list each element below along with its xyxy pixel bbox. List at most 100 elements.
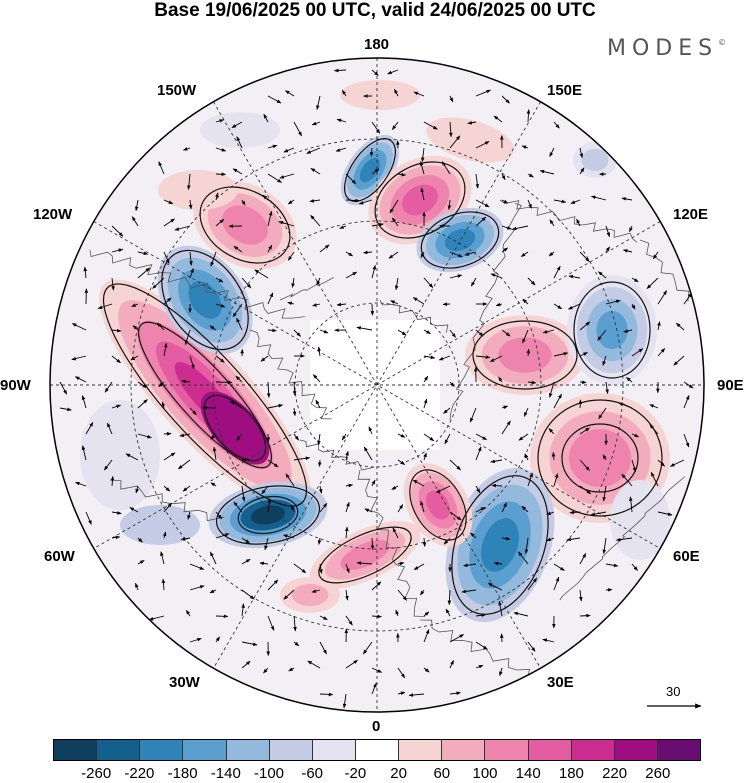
wind-vector — [111, 328, 122, 333]
wind-vector — [597, 329, 607, 341]
wind-vector — [267, 95, 282, 104]
wind-vector — [392, 527, 399, 539]
colorbar-swatch — [399, 740, 443, 760]
wind-vector — [551, 451, 556, 461]
wind-vector — [215, 192, 219, 201]
wind-vector — [215, 303, 226, 308]
wind-vector — [111, 248, 124, 253]
wind-vector — [111, 511, 122, 515]
wind-vector — [475, 89, 492, 97]
wind-vector — [83, 266, 88, 279]
wind-vector — [215, 511, 223, 520]
wind-vector — [262, 194, 269, 201]
wind-vector — [420, 500, 425, 513]
wind-vector — [579, 553, 587, 565]
wind-vector — [290, 504, 295, 513]
colorbar-swatch — [54, 740, 98, 760]
wind-vector — [287, 251, 295, 261]
wind-vector — [549, 147, 555, 158]
wind-vector — [371, 667, 383, 673]
wind-vector — [131, 216, 139, 227]
wind-vector — [498, 376, 503, 383]
lon-label-150w: 150W — [157, 82, 197, 99]
coastline — [499, 199, 637, 243]
anomaly-region — [568, 429, 632, 487]
wind-vector — [391, 121, 399, 130]
wind-vector — [615, 537, 633, 542]
wind-vector — [579, 613, 591, 618]
wind-vector — [631, 433, 640, 438]
wind-vectors — [59, 68, 694, 709]
wind-vector — [210, 251, 217, 267]
wind-vector — [649, 424, 659, 435]
contour-line — [237, 495, 299, 535]
wind-vector — [85, 511, 92, 525]
wind-vector — [526, 348, 531, 357]
colorbar-swatch — [269, 740, 313, 760]
wind-vector — [158, 161, 165, 175]
wind-vector — [241, 457, 249, 462]
wind-vector — [475, 173, 480, 189]
wind-vector — [152, 277, 165, 289]
wind-vector — [441, 161, 451, 175]
wind-vector — [567, 303, 581, 310]
wind-vector — [267, 173, 282, 183]
wind-vector — [362, 641, 373, 655]
anomaly-region — [581, 148, 609, 172]
wind-vector — [501, 173, 506, 180]
wind-vector — [527, 380, 537, 385]
colorbar-swatch — [226, 740, 270, 760]
wind-vector — [602, 454, 607, 461]
wind-vector — [163, 485, 171, 492]
wind-vector — [629, 496, 633, 513]
wind-vector — [387, 69, 399, 75]
wind-vector — [293, 121, 302, 137]
anomaly-region — [340, 80, 420, 110]
wind-vector — [316, 95, 321, 110]
wind-vector — [475, 446, 482, 461]
wind-vector — [319, 329, 329, 334]
wind-vector — [345, 251, 353, 257]
wind-vector — [135, 485, 139, 494]
wind-vector — [267, 459, 279, 468]
wind-vector — [163, 342, 168, 357]
wind-vector — [319, 692, 334, 697]
wind-vector — [283, 534, 295, 539]
wind-vector — [134, 199, 139, 212]
wind-vector — [371, 69, 379, 76]
wind-vector — [553, 303, 563, 310]
wind-vector — [371, 264, 377, 279]
wind-vector — [527, 641, 536, 652]
wind-vector — [339, 225, 347, 229]
anomaly-region — [188, 281, 222, 319]
wind-vector — [435, 485, 451, 493]
wind-vector — [579, 380, 587, 385]
wind-vector — [423, 277, 434, 288]
wind-vector — [394, 88, 399, 97]
wind-vector — [231, 121, 243, 128]
wind-vector — [501, 405, 509, 410]
wind-vector — [292, 407, 297, 417]
wind-vector — [391, 217, 399, 227]
wind-vector — [579, 485, 592, 495]
wind-vector — [345, 615, 353, 626]
wind-vector — [111, 535, 121, 540]
wind-vector — [527, 199, 532, 209]
lon-label-30w: 30W — [169, 674, 200, 691]
wind-vector — [137, 433, 152, 439]
anomaly-region — [498, 337, 552, 373]
wind-vector — [521, 145, 529, 149]
wind-vector — [413, 563, 425, 571]
wind-vector — [542, 638, 555, 643]
wind-vector — [605, 588, 613, 592]
wind-vector — [549, 219, 555, 227]
wind-vector — [602, 355, 607, 366]
wind-vector — [188, 199, 193, 210]
wind-vector — [443, 407, 451, 414]
wind-vector — [498, 600, 503, 617]
brand-mark: © — [718, 38, 727, 47]
wind-vector — [180, 537, 191, 541]
colorbar-swatch — [614, 740, 658, 760]
coastline — [89, 249, 305, 319]
colorbar-swatch — [97, 740, 141, 760]
